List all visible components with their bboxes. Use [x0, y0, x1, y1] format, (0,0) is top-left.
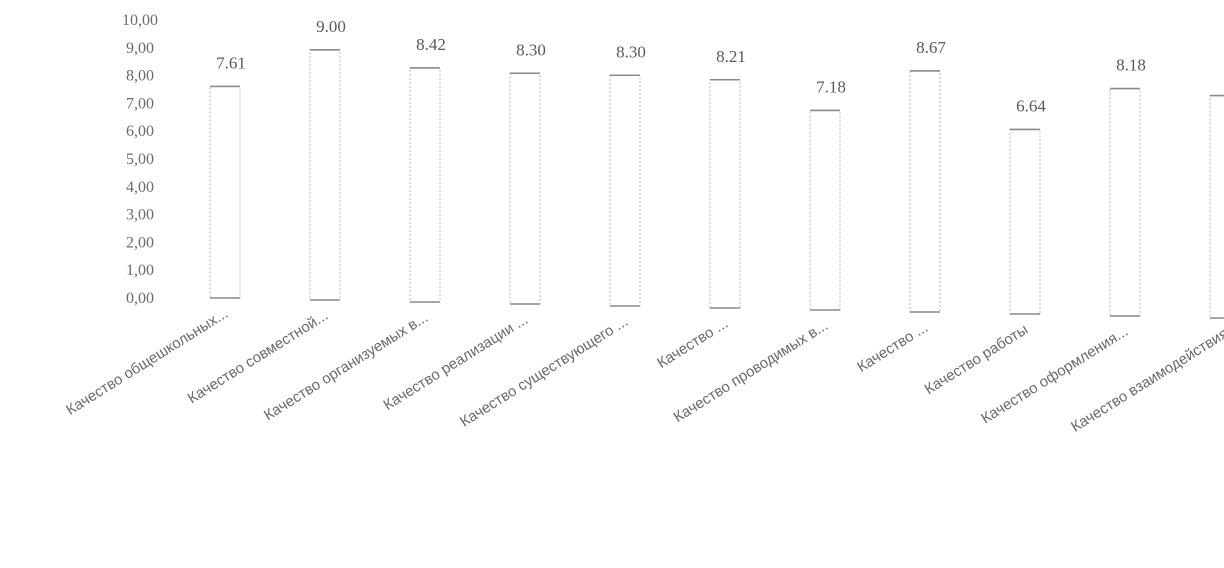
category-label: Качество общешкольных...: [63, 305, 231, 419]
y-tick-label: 0,00: [126, 290, 154, 307]
category-label: Качество организуемых в...: [261, 309, 431, 424]
bar-value-label: 9.00: [316, 17, 346, 36]
bar-rect: [609, 74, 641, 307]
bar-value-label: 8.30: [516, 40, 546, 59]
bar-rect: [409, 67, 441, 303]
bar-rect: [1109, 88, 1141, 317]
bar: [609, 74, 641, 307]
y-tick-label: 9,00: [126, 40, 154, 57]
bar: [809, 109, 841, 311]
value-labels-group: 7.61 9.00 8.42 8.30 8.30 8.21 7.18 8.67 6.64 8.18…: [216, 17, 1146, 116]
bar: [209, 85, 241, 299]
y-tick-label: 2,00: [126, 234, 154, 251]
y-tick-label: 6,00: [126, 123, 154, 140]
y-tick-label: 1,00: [126, 262, 154, 279]
category-labels-group: Качество общешкольных...Качество совмест…: [63, 305, 1224, 436]
bar-value-label: 8.67: [916, 38, 946, 57]
bar: [409, 67, 441, 303]
bar: [1209, 94, 1224, 319]
bar-value-label: 7.61: [216, 53, 246, 72]
bar-value-label: 8.21: [716, 47, 746, 66]
bar-rect: [509, 72, 541, 305]
category-label: Качество работы: [922, 321, 1032, 398]
y-tick-label: 8,00: [126, 68, 154, 85]
y-tick-label: 7,00: [126, 95, 154, 112]
y-tick-label: 4,00: [126, 179, 154, 196]
bar-value-label: 7.18: [816, 77, 846, 96]
y-tick-label: 5,00: [126, 151, 154, 168]
bar: [909, 70, 941, 313]
y-tick-label: 3,00: [126, 207, 154, 224]
bar: [1009, 128, 1041, 315]
y-tick-label: 10,00: [122, 12, 158, 29]
bar-rect: [909, 70, 941, 313]
bar-rect: [809, 109, 841, 311]
bar-rect: [1209, 95, 1224, 319]
bar-rect: [309, 49, 341, 301]
bar-value-label: 8.42: [416, 35, 446, 54]
bar-value-label: 8.30: [616, 42, 646, 61]
bar: [709, 78, 741, 309]
bar: [309, 48, 341, 301]
bar-value-label: 6.64: [1016, 96, 1046, 115]
bar: [1109, 87, 1141, 317]
bar-value-label: 8.18: [1116, 56, 1146, 75]
bar: [509, 72, 541, 305]
bar-rect: [1009, 128, 1041, 315]
bar-rect: [209, 85, 241, 299]
category-label: Качество ...: [654, 315, 731, 372]
y-axis: 0,00 1,00 2,00 3,00 4,00 5,00 6,00 7,00 8,00 9,00…: [122, 12, 158, 307]
category-label: Качество существующего ...: [457, 313, 631, 431]
category-label: Качество ...: [854, 319, 931, 376]
bar-rect: [709, 79, 741, 309]
bars-group: [209, 48, 1224, 319]
